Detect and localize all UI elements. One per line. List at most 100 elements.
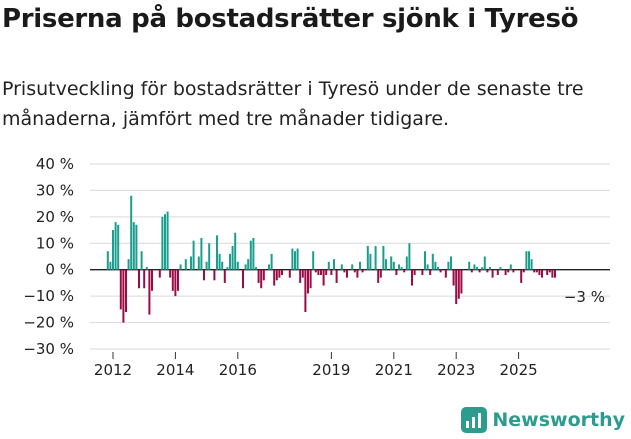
bar xyxy=(408,243,411,270)
last-value-annotation: −3 % xyxy=(564,288,605,306)
bar xyxy=(525,251,528,270)
bar xyxy=(135,224,138,270)
x-tick-label: 2012 xyxy=(94,361,132,379)
bar xyxy=(335,269,338,283)
bar xyxy=(496,269,499,275)
bar xyxy=(522,269,525,273)
bar xyxy=(538,269,541,275)
bar xyxy=(452,269,455,286)
bar xyxy=(460,269,463,294)
bar xyxy=(390,256,393,270)
bar xyxy=(546,269,549,275)
bar xyxy=(340,264,343,270)
bar xyxy=(431,253,434,270)
bar xyxy=(203,269,205,281)
bar xyxy=(205,261,208,270)
bar xyxy=(317,269,320,275)
bar xyxy=(369,253,372,270)
bar xyxy=(234,232,237,270)
y-tick-label: 0 % xyxy=(45,261,74,279)
bar xyxy=(450,256,452,270)
bar xyxy=(117,224,120,270)
bar xyxy=(130,195,133,270)
bar xyxy=(216,235,218,270)
bar xyxy=(478,269,481,273)
bar xyxy=(275,269,278,281)
bar xyxy=(138,269,140,289)
bar xyxy=(255,267,257,270)
bar xyxy=(356,269,359,278)
bar xyxy=(244,264,247,270)
bar xyxy=(109,261,112,270)
bar xyxy=(291,248,294,270)
bar xyxy=(413,269,416,275)
bar xyxy=(421,269,424,275)
bar xyxy=(535,269,538,273)
bar xyxy=(429,269,432,275)
bar xyxy=(483,256,486,270)
bar xyxy=(268,264,270,270)
bar xyxy=(192,240,195,270)
bar xyxy=(151,269,153,291)
bar xyxy=(171,269,174,291)
bar xyxy=(197,256,200,270)
bar xyxy=(512,269,515,273)
bar xyxy=(184,259,187,270)
bar xyxy=(273,269,276,286)
y-tick-label: −10 % xyxy=(23,287,74,305)
bar xyxy=(112,230,114,270)
bar xyxy=(359,261,361,270)
bar xyxy=(242,269,244,289)
bar xyxy=(385,259,387,270)
bar xyxy=(218,253,221,270)
bar xyxy=(491,269,494,278)
bar xyxy=(221,261,224,270)
bar xyxy=(343,269,346,273)
bar xyxy=(470,269,473,273)
bar xyxy=(400,267,403,270)
bar xyxy=(179,264,182,270)
bar xyxy=(353,269,356,273)
bar xyxy=(374,245,377,270)
bar xyxy=(296,248,299,270)
bar xyxy=(161,216,164,270)
bar xyxy=(405,256,408,270)
bar xyxy=(281,269,283,275)
bar xyxy=(127,259,130,270)
bar xyxy=(190,256,192,270)
bar xyxy=(530,259,533,270)
bar xyxy=(551,269,554,278)
bar xyxy=(322,269,325,286)
bar xyxy=(288,269,291,278)
bar xyxy=(200,238,203,270)
bar xyxy=(426,264,429,270)
bar xyxy=(377,269,380,283)
bar xyxy=(499,267,502,270)
bar xyxy=(520,269,523,283)
bar xyxy=(312,251,315,270)
bar xyxy=(140,251,143,270)
y-tick-label: 30 % xyxy=(36,181,74,199)
bar xyxy=(299,269,302,283)
y-axis-labels: 40 % 30 % 20 % 10 % 0 % −10 % −20 % −30 % xyxy=(23,155,74,358)
bar xyxy=(231,245,234,270)
bar xyxy=(226,267,229,270)
bar xyxy=(403,269,406,273)
bar xyxy=(223,269,226,283)
bar xyxy=(143,269,146,289)
bar xyxy=(437,267,439,270)
chart-subtitle: Prisutveckling för bostadsrätter i Tyres… xyxy=(2,78,584,130)
bar xyxy=(229,253,231,270)
bar xyxy=(309,269,312,289)
bar xyxy=(174,269,177,297)
bar xyxy=(392,261,395,270)
bar xyxy=(169,269,172,278)
bar xyxy=(325,269,328,275)
bar xyxy=(270,253,273,270)
bar xyxy=(327,261,330,270)
bar xyxy=(486,269,489,273)
x-tick-label: 2023 xyxy=(437,361,475,379)
bar xyxy=(424,251,426,270)
bars xyxy=(106,195,556,323)
